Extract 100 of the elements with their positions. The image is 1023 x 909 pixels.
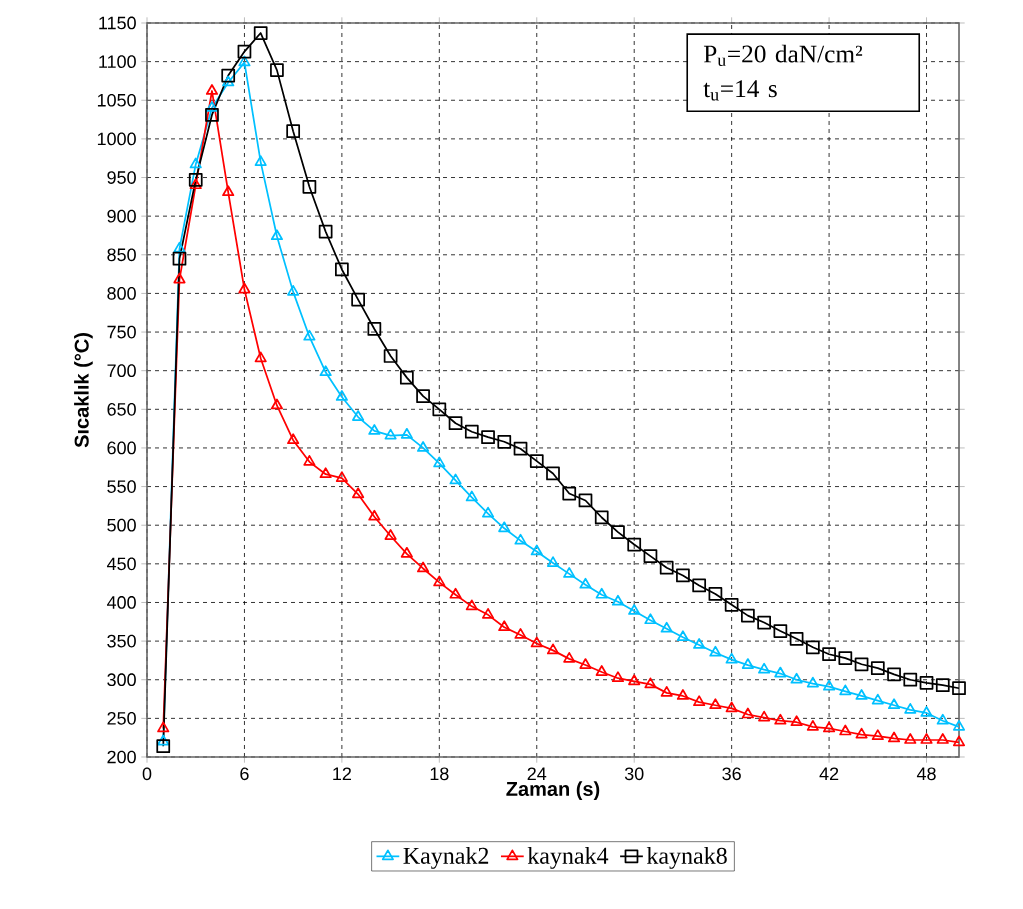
- point: [189, 178, 202, 190]
- point: [741, 707, 754, 719]
- legend-label: Kaynak2: [403, 847, 489, 869]
- point: [335, 471, 348, 482]
- y-tick-label: 500: [107, 518, 136, 532]
- point: [417, 561, 430, 573]
- point: [400, 546, 413, 558]
- point: [660, 686, 673, 697]
- point: [676, 689, 689, 700]
- annotation: t$_{u}$=14 s: [703, 80, 777, 101]
- point: [936, 733, 949, 744]
- point: [189, 157, 202, 169]
- point: [318, 224, 333, 239]
- point: [335, 262, 349, 277]
- point: [709, 698, 722, 710]
- y-tick-label: 1150: [99, 16, 136, 30]
- point: [725, 701, 738, 713]
- point: [417, 441, 430, 452]
- point: [368, 424, 381, 435]
- point: [254, 351, 267, 363]
- y-tick-label: 600: [107, 441, 136, 455]
- point: [660, 621, 673, 633]
- point: [465, 599, 478, 611]
- y-axis-title: Sıcaklık (°C): [74, 333, 93, 448]
- point: [952, 735, 966, 747]
- point: [659, 560, 674, 575]
- point: [871, 693, 884, 705]
- point: [708, 587, 723, 601]
- x-axis-title: Zaman (s): [506, 781, 600, 800]
- point: [936, 713, 949, 725]
- point: [449, 473, 462, 485]
- point: [546, 466, 560, 481]
- point: [887, 698, 901, 710]
- point: [789, 631, 804, 646]
- x-tick-label: 48: [916, 767, 936, 781]
- y-tick-label: 400: [106, 596, 136, 609]
- point: [790, 672, 803, 684]
- x-tick-label: 36: [722, 767, 741, 781]
- y-tick-label: 250: [107, 711, 136, 725]
- point: [904, 733, 917, 744]
- y-tick-label: 650: [107, 402, 136, 416]
- point: [773, 624, 788, 638]
- point: [643, 549, 658, 563]
- x-tick-label: 42: [819, 767, 839, 780]
- point: [628, 674, 641, 686]
- point: [498, 620, 511, 632]
- point: [692, 578, 707, 593]
- point: [838, 651, 853, 665]
- point: [724, 597, 739, 612]
- y-tick-label: 450: [106, 557, 136, 571]
- point: [578, 493, 593, 508]
- point: [823, 721, 836, 733]
- point: [399, 370, 414, 385]
- point: [741, 658, 754, 669]
- y-tick-label: 300: [107, 673, 136, 687]
- x-tick-label: 18: [430, 767, 449, 781]
- point: [693, 638, 706, 649]
- point: [546, 643, 560, 655]
- point: [919, 675, 934, 690]
- point: [611, 671, 625, 683]
- point: [270, 63, 284, 77]
- point: [595, 665, 608, 676]
- annotation: P$_{u}$=20 daN/cm²: [703, 44, 863, 66]
- y-tick-label: 900: [107, 209, 136, 223]
- point: [693, 695, 706, 707]
- point: [205, 108, 219, 122]
- point: [823, 679, 836, 691]
- point: [514, 628, 527, 639]
- point: [157, 734, 170, 746]
- point: [530, 544, 543, 556]
- point: [595, 587, 608, 599]
- point: [758, 710, 771, 722]
- point: [530, 636, 543, 648]
- point: [384, 529, 397, 540]
- point: [709, 645, 722, 657]
- point: [173, 241, 186, 253]
- point: [514, 533, 527, 545]
- point: [222, 75, 235, 87]
- point: [854, 657, 869, 672]
- point: [481, 430, 495, 444]
- point: [676, 568, 690, 583]
- point: [367, 322, 382, 336]
- point: [546, 556, 560, 567]
- point: [157, 721, 170, 733]
- y-tick-label: 550: [107, 480, 136, 493]
- point: [287, 433, 300, 445]
- point: [464, 424, 479, 439]
- point: [205, 101, 219, 112]
- point: [432, 402, 447, 417]
- y-tick-label: 800: [107, 287, 136, 300]
- point: [188, 172, 203, 187]
- point: [383, 349, 398, 363]
- point: [254, 155, 267, 166]
- point: [579, 658, 592, 669]
- point: [384, 428, 397, 440]
- point: [628, 604, 641, 615]
- point: [887, 667, 901, 682]
- point: [855, 689, 868, 700]
- point: [286, 124, 301, 139]
- point: [237, 44, 252, 59]
